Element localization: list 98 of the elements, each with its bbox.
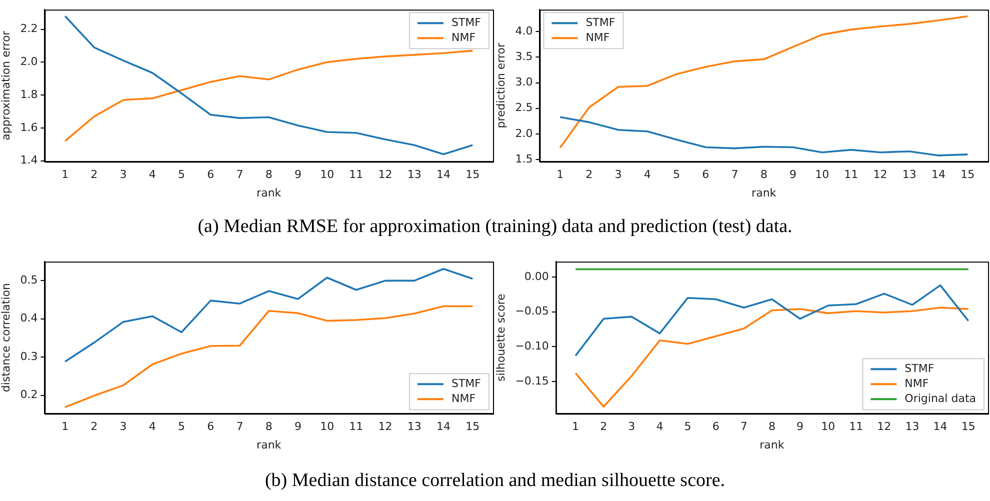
- x-tick-label: 2: [586, 168, 593, 182]
- x-tick-label: 11: [349, 420, 364, 434]
- x-tick-label: 7: [740, 420, 748, 434]
- x-tick-label: 14: [436, 168, 451, 182]
- x-tick-label: 12: [877, 420, 892, 434]
- y-tick-label: 1.4: [20, 154, 38, 167]
- x-tick-label: 8: [265, 168, 272, 182]
- x-axis-title: rank: [760, 438, 785, 452]
- legend-label: Original data: [904, 392, 976, 405]
- x-tick-label: 12: [873, 168, 888, 182]
- x-tick-label: 14: [436, 420, 451, 434]
- x-tick-label: 1: [62, 168, 69, 182]
- legend-label: NMF: [586, 30, 610, 44]
- x-tick-label: 6: [207, 168, 214, 182]
- x-tick-label: 15: [466, 168, 480, 182]
- x-tick-label: 11: [349, 168, 364, 182]
- legend-label: NMF: [451, 30, 476, 44]
- x-tick-label: 6: [207, 420, 214, 434]
- x-tick-label: 2: [90, 168, 98, 182]
- x-tick-label: 3: [120, 168, 127, 182]
- y-tick-label: 2.2: [20, 22, 38, 36]
- legend-label: NMF: [904, 376, 929, 390]
- y-tick-label: −0.10: [515, 340, 549, 353]
- x-tick-label: 3: [120, 420, 127, 434]
- y-tick-label: 0.00: [524, 270, 549, 283]
- x-tick-label: 1: [62, 420, 69, 434]
- x-tick-label: 15: [961, 420, 976, 434]
- x-tick-label: 15: [960, 168, 975, 182]
- x-tick-label: 9: [294, 168, 302, 182]
- text: (a) Median RMSE for approximation (training) data and prediction (test) data.: [196, 216, 794, 238]
- x-tick-label: 13: [407, 168, 422, 182]
- x-tick-label: 5: [178, 168, 186, 182]
- y-tick-label: 4.0: [515, 24, 533, 38]
- x-tick-label: 11: [849, 420, 864, 434]
- legend-label: STMF: [904, 362, 934, 375]
- y-tick-label: 1.8: [20, 88, 38, 101]
- y-tick-label: −0.15: [515, 374, 549, 388]
- x-tick-label: 13: [905, 420, 920, 434]
- x-tick-label: 7: [731, 168, 738, 182]
- x-tick-label: 3: [614, 168, 622, 182]
- x-tick-label: 4: [148, 420, 156, 434]
- x-tick-label: 12: [378, 420, 392, 434]
- x-tick-label: 1: [556, 168, 564, 182]
- y-tick-label: −0.05: [515, 304, 549, 318]
- y-axis-title: silhouette score: [494, 294, 508, 382]
- text: (b) Median distance correlation and median silhouette score.: [264, 470, 726, 492]
- x-tick-label: 15: [466, 420, 480, 434]
- x-tick-label: 8: [768, 420, 776, 434]
- x-tick-label: 10: [320, 420, 334, 434]
- x-tick-label: 10: [815, 168, 830, 182]
- y-axis-title: approximation error: [0, 30, 12, 140]
- x-tick-label: 8: [265, 420, 272, 434]
- x-tick-label: 14: [933, 420, 948, 434]
- legend-label: STMF: [451, 16, 482, 29]
- y-tick-label: 2.5: [515, 101, 533, 114]
- x-tick-label: 12: [378, 168, 392, 182]
- y-tick-label: 0.5: [20, 274, 38, 287]
- x-tick-label: 4: [656, 420, 664, 434]
- legend-label: STMF: [451, 376, 482, 390]
- x-tick-label: 5: [178, 420, 186, 434]
- legend-label: STMF: [586, 16, 616, 29]
- x-tick-label: 10: [320, 168, 334, 182]
- x-tick-label: 2: [90, 420, 98, 434]
- x-tick-label: 2: [600, 420, 608, 434]
- x-tick-label: 3: [628, 420, 636, 434]
- y-axis-title: prediction error: [494, 42, 508, 128]
- x-tick-label: 4: [644, 168, 651, 182]
- legend-label: NMF: [451, 392, 476, 405]
- x-tick-label: 1: [572, 420, 580, 434]
- x-tick-label: 13: [902, 168, 916, 182]
- y-axis-title: distance correlation: [0, 283, 12, 392]
- x-tick-label: 13: [407, 420, 422, 434]
- y-tick-label: 0.2: [20, 388, 38, 402]
- x-tick-label: 5: [673, 168, 680, 182]
- x-tick-label: 5: [684, 420, 692, 434]
- x-tick-label: 7: [236, 420, 244, 434]
- x-axis-title: rank: [256, 186, 282, 200]
- x-tick-label: 9: [796, 420, 804, 434]
- x-tick-label: 14: [932, 168, 946, 182]
- x-tick-label: 6: [712, 420, 720, 434]
- y-tick-label: 0.3: [20, 350, 38, 363]
- y-tick-label: 3.0: [515, 76, 533, 89]
- x-tick-label: 10: [821, 420, 836, 434]
- x-tick-label: 9: [294, 420, 302, 434]
- x-axis-title: rank: [256, 438, 282, 452]
- y-tick-label: 2.0: [20, 55, 38, 68]
- y-tick-label: 1.6: [20, 120, 38, 134]
- x-tick-label: 7: [236, 168, 244, 182]
- x-tick-label: 9: [789, 168, 796, 182]
- x-axis-title: rank: [752, 186, 777, 200]
- x-tick-label: 8: [760, 168, 768, 182]
- y-tick-label: 3.5: [515, 50, 533, 64]
- y-tick-label: 2.0: [515, 126, 533, 140]
- y-tick-label: 0.4: [20, 312, 38, 325]
- x-tick-label: 11: [844, 168, 858, 182]
- x-tick-label: 4: [148, 168, 156, 182]
- y-tick-label: 1.5: [515, 152, 533, 166]
- x-tick-label: 6: [702, 168, 710, 182]
